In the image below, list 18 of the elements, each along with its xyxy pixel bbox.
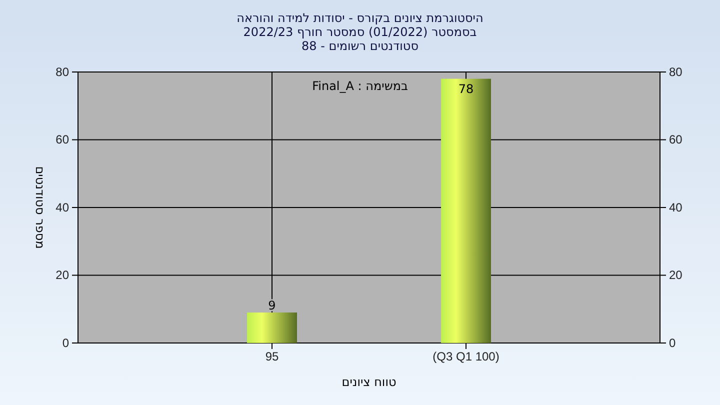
y2-tick-label: 0 bbox=[669, 336, 676, 350]
y-tick-label: 40 bbox=[56, 200, 70, 214]
chart-subtitle: בסמסטר (01/2022) סמסטר חורף 2022/23 סטודנטים רשומים - 88 bbox=[243, 25, 477, 53]
y2-tick-label: 80 bbox=[669, 64, 683, 79]
x-tick-label: 95 bbox=[265, 350, 279, 364]
y2-tick-label: 40 bbox=[669, 200, 683, 214]
y-tick-label: 0 bbox=[62, 336, 70, 350]
y-tick-label: 60 bbox=[56, 132, 70, 147]
annotation: במשימה : Final_A bbox=[312, 79, 408, 93]
chart-title: היסטוגרמת ציונים בקורס - יסודות למידה והוראה bbox=[236, 11, 484, 25]
y-axis-title: מספר סטודנטים bbox=[33, 166, 47, 249]
data-label: 78 bbox=[458, 82, 474, 96]
y2-tick-label: 60 bbox=[669, 132, 683, 147]
y-tick-label: 20 bbox=[56, 268, 70, 282]
y-tick-label: 80 bbox=[56, 64, 70, 79]
x-axis-title: טווח ציונים bbox=[342, 375, 396, 389]
y2-tick-label: 20 bbox=[669, 268, 683, 282]
x-tick-label: (Q3 Q1 100) bbox=[432, 350, 500, 364]
